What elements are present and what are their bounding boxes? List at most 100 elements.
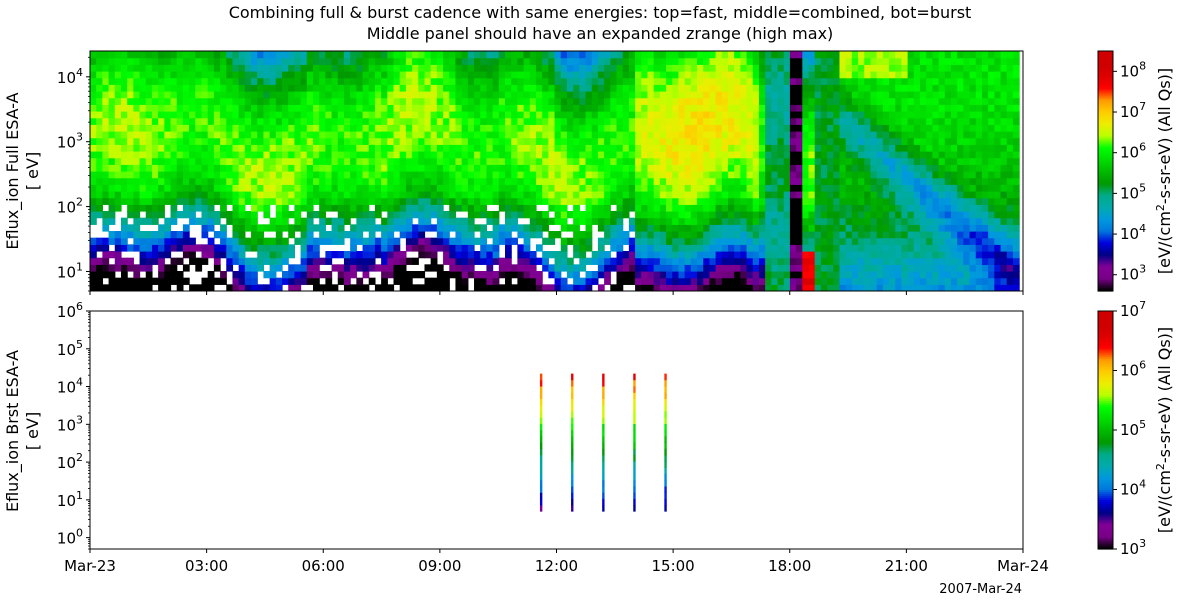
spectrogram-cell [418, 71, 426, 79]
spectrogram-cell [573, 237, 580, 245]
spectrogram-cell [145, 51, 153, 59]
spectrogram-cell [474, 64, 481, 72]
spectrogram-cell [257, 51, 265, 59]
spectrogram-cell [467, 97, 475, 105]
spectrogram-cell [715, 244, 723, 252]
spectrogram-cell [405, 137, 413, 145]
spectrogram-cell [362, 284, 370, 291]
spectrogram-cell [703, 204, 710, 212]
spectrogram-cell [263, 71, 271, 79]
spectrogram-cell [480, 157, 488, 165]
spectrogram-cell [901, 111, 909, 119]
spectrogram-cell [312, 131, 320, 139]
spectrogram-cell [343, 104, 351, 112]
spectrogram-cell [628, 204, 636, 212]
spectrogram-cell [108, 77, 116, 85]
spectrogram-cell [802, 51, 810, 59]
spectrogram-cell [362, 84, 370, 92]
spectrogram-cell [981, 277, 989, 285]
spectrogram-cell [505, 144, 512, 152]
spectrogram-cell [944, 84, 952, 92]
spectrogram-cell [783, 197, 791, 205]
spectrogram-cell [319, 204, 326, 212]
spectrogram-cell [678, 211, 686, 219]
spectrogram-cell [343, 151, 351, 159]
spectrogram-cell [232, 237, 240, 245]
spectrogram-cell [709, 177, 717, 185]
spectrogram-cell [610, 197, 618, 205]
spectrogram-cell [734, 97, 741, 105]
spectrogram-cell [851, 137, 859, 145]
spectrogram-cell [789, 51, 797, 59]
spectrogram-cell [988, 231, 995, 239]
spectrogram-cell [374, 84, 382, 92]
spectrogram-cell [579, 264, 587, 272]
spectrogram-cell [424, 151, 432, 159]
spectrogram-cell [926, 51, 933, 59]
spectrogram-cell [120, 171, 128, 179]
spectrogram-cell [182, 171, 190, 179]
spectrogram-cell [616, 111, 624, 119]
spectrogram-cell [672, 164, 680, 172]
spectrogram-cell [220, 64, 227, 72]
spectrogram-cell [356, 151, 364, 159]
spectrogram-cell [399, 137, 407, 145]
spectrogram-cell [535, 231, 543, 239]
spectrogram-cell [814, 211, 822, 219]
spectrogram-cell [251, 111, 258, 119]
spectrogram-cell [232, 171, 240, 179]
spectrogram-cell [505, 97, 512, 105]
spectrogram-cell [895, 57, 903, 65]
spectrogram-cell [950, 204, 958, 212]
spectrogram-cell [220, 51, 227, 59]
spectrogram-cell [275, 164, 283, 172]
spectrogram-cell [950, 57, 958, 65]
spectrogram-cell [195, 184, 203, 192]
spectrogram-cell [455, 197, 463, 205]
spectrogram-cell [697, 97, 704, 105]
spectrogram-cell [963, 84, 971, 92]
spectrogram-cell [430, 124, 438, 132]
spectrogram-cell [368, 157, 376, 165]
spectrogram-cell [356, 257, 364, 265]
spectrogram-cell [523, 77, 531, 85]
spectrogram-cell [151, 51, 159, 59]
spectrogram-cell [876, 211, 884, 219]
spectrogram-cell [777, 111, 785, 119]
spectrogram-cell [944, 164, 952, 172]
spectrogram-cell [858, 51, 865, 59]
spectrogram-cell [461, 97, 469, 105]
spectrogram-cell [932, 264, 940, 272]
spectrogram-cell [294, 191, 302, 199]
spectrogram-cell [238, 111, 246, 119]
spectrogram-cell [151, 251, 159, 259]
spectrogram-cell [381, 191, 388, 199]
spectrogram-cell [244, 97, 252, 105]
spectrogram-cell [436, 197, 444, 205]
spectrogram-cell [238, 57, 246, 65]
spectrogram-cell [251, 211, 258, 219]
spectrogram-cell [845, 97, 853, 105]
spectrogram-cell [740, 51, 748, 59]
spectrogram-cell [368, 51, 376, 59]
spectrogram-cell [474, 204, 481, 212]
spectrogram-cell [920, 284, 927, 291]
spectrogram-cell [727, 277, 735, 285]
spectrogram-cell [641, 191, 649, 199]
spectrogram-cell [170, 84, 178, 92]
spectrogram-cell [796, 131, 803, 139]
spectrogram-cell [604, 211, 611, 219]
spectrogram-cell [201, 64, 209, 72]
spectrogram-cell [158, 211, 165, 219]
spectrogram-cell [796, 257, 803, 265]
spectrogram-cell [802, 224, 810, 232]
spectrogram-cell [226, 57, 234, 65]
spectrogram-cell [158, 231, 165, 239]
spectrogram-cell [306, 51, 314, 59]
spectrogram-cell [833, 251, 841, 259]
spectrogram-cell [746, 144, 754, 152]
spectrogram-cell [628, 237, 636, 245]
spectrogram-cell [263, 91, 271, 99]
spectrogram-cell [244, 71, 252, 79]
spectrogram-cell [969, 71, 977, 79]
